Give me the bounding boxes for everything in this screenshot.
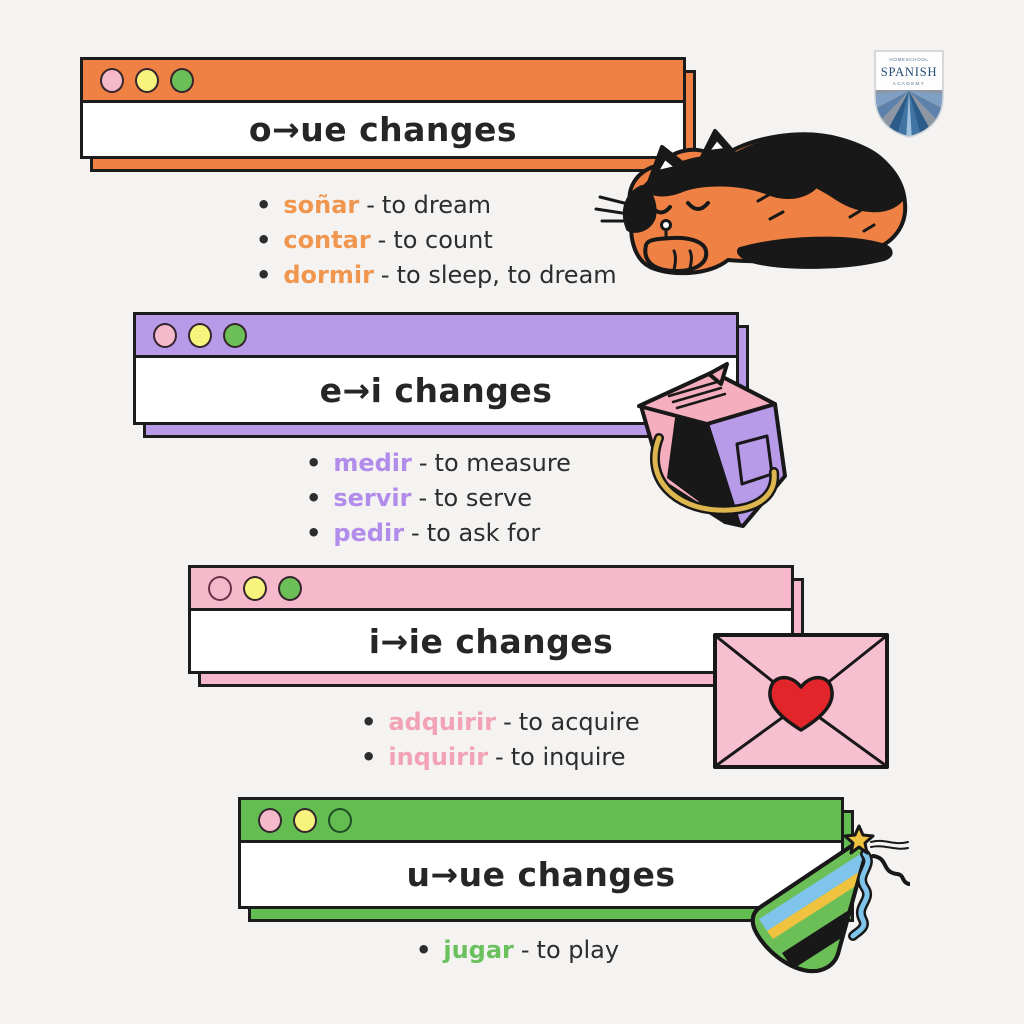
list-item: • contar - to count [256,223,617,258]
verb-spanish: dormir [283,261,374,289]
verb-definition: to inquire [510,743,626,771]
traffic-light-pink-icon [153,322,177,348]
verb-definition: to play [536,936,620,964]
bullet: • [306,449,322,477]
separator: - [418,484,428,512]
hsa-logo: HOMESCHOOL SPANISH ACADEMY [874,50,944,138]
verb-spanish: servir [333,484,412,512]
verb-definition: to serve [434,484,532,512]
bullet: • [361,708,377,736]
verb-definition: to count [393,226,493,254]
traffic-light-yellow-icon [243,575,267,601]
list-item: • servir - to serve [306,481,571,516]
verb-spanish: soñar [283,191,360,219]
verb-definition: to sleep, to dream [396,261,617,289]
window-e-i-changes: e→i changes [133,312,749,438]
separator: - [418,449,428,477]
traffic-light-yellow-icon [135,67,159,93]
list-item: • jugar - to play [416,933,619,968]
window-u-ue-changes: u→ue changes [238,797,854,922]
party-hat-illustration [750,824,910,974]
verb-spanish: inquirir [388,743,489,771]
verb-spanish: contar [283,226,371,254]
verb-definition: to ask for [426,519,541,547]
traffic-light-pink-icon [100,67,124,93]
window-titlebar [136,315,736,358]
bullet: • [256,226,272,254]
list-item: • pedir - to ask for [306,516,571,551]
traffic-light-green-icon [170,67,194,93]
section-title: u→ue changes [406,855,676,894]
section-title: e→i changes [319,370,553,410]
separator: - [366,191,375,219]
list-item: • soñar - to dream [256,188,617,223]
verb-spanish: jugar [443,936,514,964]
heart-envelope-illustration [713,633,889,769]
separator: - [380,261,390,289]
window-titlebar [191,568,791,611]
bullet: • [416,936,432,964]
logo-top-text: HOMESCHOOL [889,57,928,62]
section-title: o→ue changes [248,110,518,149]
bullet: • [306,519,322,547]
section-title: i→ie changes [368,621,614,661]
separator: - [503,708,512,736]
window-o-ue-changes: o→ue changes [80,57,696,172]
bullet: • [256,191,272,219]
traffic-light-yellow-icon [293,807,317,833]
verb-definition: to acquire [518,708,640,736]
traffic-light-pink-icon [208,575,232,601]
list-item: • dormir - to sleep, to dream [256,258,617,293]
separator: - [520,936,530,964]
bullet: • [361,743,377,771]
traffic-light-green-icon [278,575,302,601]
window-titlebar [83,60,683,103]
logo-bottom-text: ACADEMY [893,81,926,86]
window-i-ie-changes: i→ie changes [188,565,804,687]
traffic-light-green-icon [223,322,247,348]
bullet: • [256,261,272,289]
logo-main-text: SPANISH [881,65,938,79]
sleeping-cat-illustration [594,129,908,276]
verb-list-o-ue: • soñar - to dream • contar - to count • dormir… [256,188,617,293]
verb-spanish: medir [333,449,412,477]
list-item: • adquirir - to acquire [361,705,640,740]
traffic-light-pink-icon [258,807,282,833]
verb-spanish: adquirir [388,708,497,736]
verb-spanish: pedir [333,519,405,547]
list-item: • inquirir - to inquire [361,740,640,775]
verb-definition: to measure [434,449,571,477]
verb-definition: to dream [381,191,492,219]
verb-list-e-i: • medir - to measure • servir - to serve • pedi… [306,446,571,551]
list-item: • medir - to measure [306,446,571,481]
traffic-light-yellow-icon [188,322,212,348]
verb-list-i-ie: • adquirir - to acquire • inquirir - to inquir… [361,705,640,775]
verb-list-u-ue: • jugar - to play [416,933,619,968]
separator: - [377,226,387,254]
bullet: • [306,484,322,512]
takeout-box-illustration [637,362,787,528]
window-titlebar [241,800,841,843]
separator: - [411,519,420,547]
separator: - [495,743,504,771]
traffic-light-green-icon [328,807,352,833]
